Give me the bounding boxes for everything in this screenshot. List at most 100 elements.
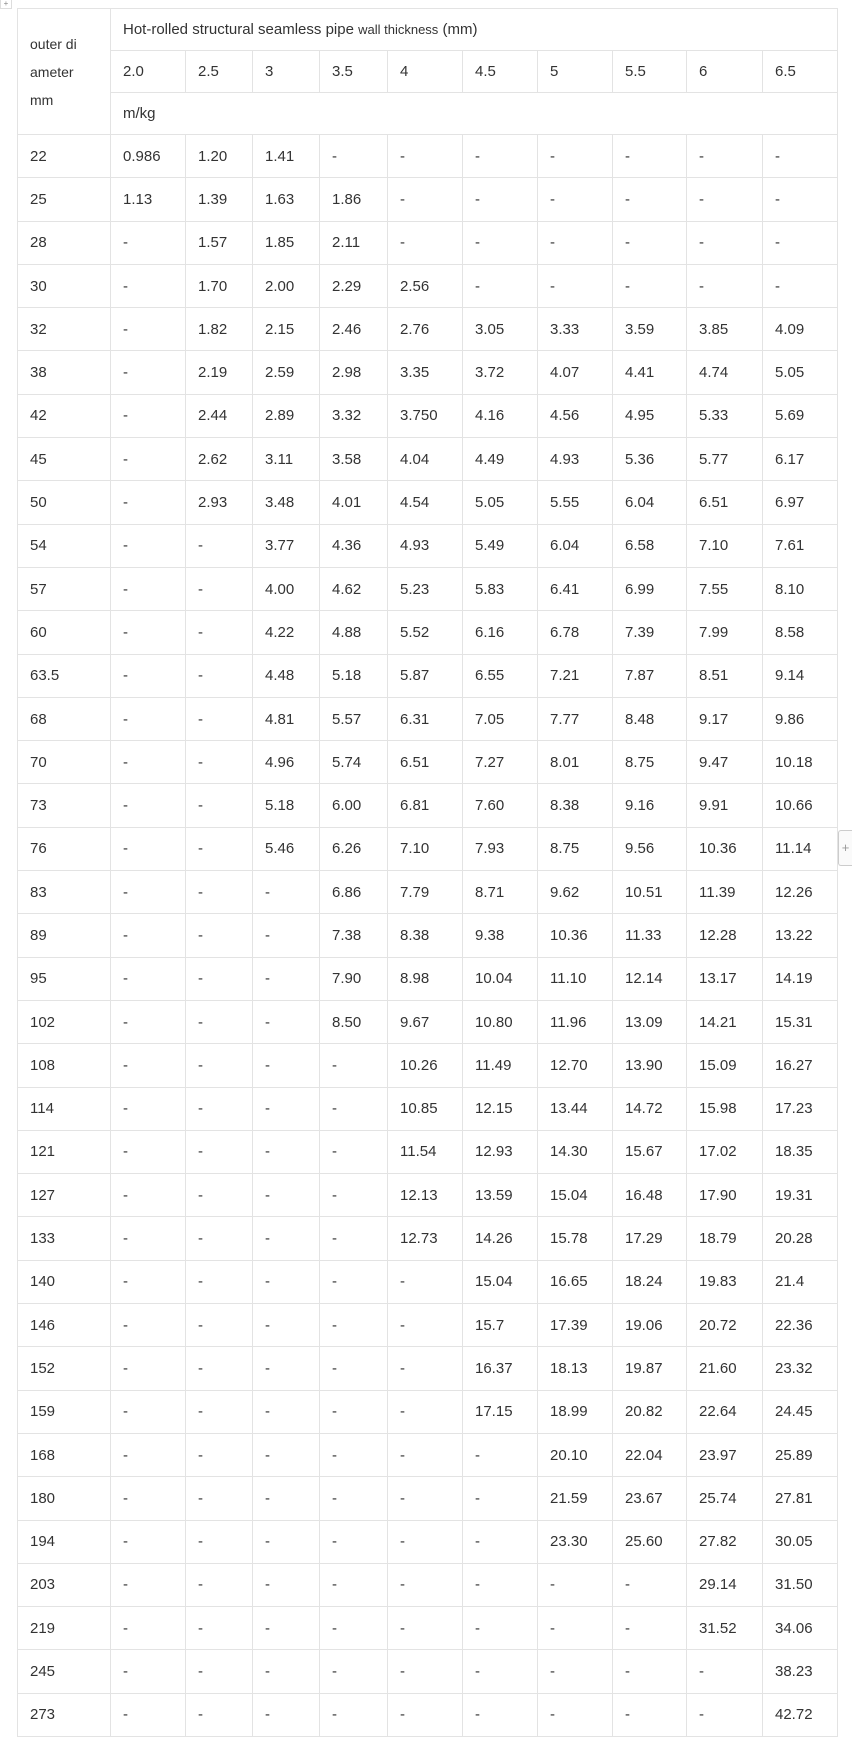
weight-cell: -: [612, 263, 687, 309]
weight-cell: -: [462, 1606, 538, 1651]
weight-cell: 3.48: [252, 480, 320, 525]
weight-cell: 6.41: [537, 566, 613, 612]
weight-cell: 8.71: [462, 870, 538, 915]
weight-cell: -: [185, 826, 253, 872]
weight-cell: 7.79: [387, 870, 463, 915]
weight-cell: 15.98: [686, 1086, 763, 1131]
weight-cell: 6.51: [686, 480, 763, 525]
diameter-cell: 68: [17, 696, 111, 742]
weight-cell: -: [110, 263, 186, 309]
weight-cell: 4.16: [462, 393, 538, 439]
weight-cell: -: [110, 999, 186, 1045]
weight-cell: -: [185, 1086, 253, 1131]
diameter-cell: 42: [17, 393, 111, 439]
weight-cell: -: [319, 1173, 388, 1218]
weight-cell: -: [110, 480, 186, 525]
weight-cell: 10.85: [387, 1086, 463, 1131]
weight-cell: 6.78: [537, 610, 613, 655]
table-row: 83- - -6.86 7.79 8.71 9.62 10.51 11.39 12.26: [17, 870, 839, 915]
diameter-cell: 146: [17, 1303, 111, 1348]
weight-cell: -: [252, 1216, 320, 1261]
weight-cell: -: [537, 220, 613, 265]
weight-cell: 9.67: [387, 999, 463, 1045]
weight-cell: 2.89: [252, 393, 320, 439]
weight-cell: 17.23: [761, 1086, 839, 1131]
weight-cell: -: [110, 1692, 186, 1737]
table-row: 273- - - - - - - - -42.72: [17, 1692, 839, 1737]
weight-cell: 2.98: [319, 350, 388, 395]
weight-cell: -: [537, 263, 613, 309]
weight-cell: -: [462, 1519, 538, 1564]
weight-cell: -: [319, 1346, 388, 1391]
weight-cell: -: [185, 1476, 253, 1521]
weight-cell: 5.18: [252, 783, 320, 828]
weight-cell: -: [185, 999, 253, 1045]
weight-cell: 31.52: [686, 1606, 763, 1651]
diameter-cell: 89: [17, 913, 111, 958]
table-row: 146- - - - -15.7 17.39 19.06 20.72 22.36: [17, 1303, 839, 1348]
weight-cell: -: [319, 133, 388, 179]
weight-cell: 15.7: [462, 1303, 538, 1348]
weight-cell: 11.10: [537, 956, 613, 1001]
weight-cell: 4.09: [761, 307, 839, 352]
weight-cell: -: [686, 1649, 763, 1694]
weight-cell: 16.37: [462, 1346, 538, 1391]
weight-cell: 1.63: [252, 177, 320, 222]
weight-cell: 15.04: [537, 1173, 613, 1218]
weight-cell: 6.97: [761, 480, 839, 525]
weight-cell: -: [110, 523, 186, 568]
table-row: 114- - - -10.85 12.15 13.44 14.72 15.98 17.23: [17, 1086, 839, 1131]
weight-cell: -: [252, 999, 320, 1045]
weight-cell: 14.19: [761, 956, 839, 1001]
weight-cell: -: [319, 1389, 388, 1434]
diameter-label-line: mm: [30, 91, 54, 108]
weight-cell: 18.79: [686, 1216, 763, 1261]
weight-cell: 17.02: [686, 1129, 763, 1175]
diameter-cell: 83: [17, 870, 111, 915]
weight-cell: -: [110, 783, 186, 828]
weight-cell: -: [110, 1519, 186, 1564]
weight-cell: -: [612, 1649, 687, 1694]
weight-cell: -: [252, 1043, 320, 1088]
weight-cell: -: [185, 1216, 253, 1261]
weight-cell: 9.91: [686, 783, 763, 828]
table-move-handle-icon[interactable]: +: [0, 0, 12, 9]
weight-cell: 7.27: [462, 740, 538, 785]
add-column-button[interactable]: +: [838, 830, 852, 866]
weight-cell: -: [185, 956, 253, 1001]
weight-cell: 3.05: [462, 307, 538, 352]
weight-cell: 4.01: [319, 480, 388, 525]
weight-cell: 23.30: [537, 1519, 613, 1564]
title-small: wall thickness: [358, 22, 439, 37]
weight-cell: 9.38: [462, 913, 538, 958]
table-row: 25 1.13 1.39 1.63 1.86- - - - - -: [17, 177, 839, 222]
weight-cell: -: [110, 1432, 186, 1478]
diameter-cell: 219: [17, 1606, 111, 1651]
weight-cell: 5.23: [387, 566, 463, 612]
weight-cell: 31.50: [761, 1562, 839, 1608]
weight-cell: -: [110, 437, 186, 482]
weight-cell: -: [252, 1519, 320, 1564]
weight-cell: -: [110, 393, 186, 439]
weight-cell: -: [387, 1259, 463, 1305]
weight-cell: 3.32: [319, 393, 388, 439]
weight-cell: 4.49: [462, 437, 538, 482]
weight-cell: 4.48: [252, 653, 320, 698]
weight-cell: -: [185, 1346, 253, 1391]
weight-cell: 19.87: [612, 1346, 687, 1391]
diameter-label-line: outer di: [30, 35, 77, 52]
weight-cell: 4.88: [319, 610, 388, 655]
weight-cell: 21.4: [761, 1259, 839, 1305]
table-row: 102- - -8.50 9.67 10.80 11.96 13.09 14.21 15.31: [17, 999, 839, 1045]
weight-cell: -: [319, 1562, 388, 1608]
weight-cell: -: [110, 1086, 186, 1131]
weight-cell: 4.56: [537, 393, 613, 439]
weight-cell: 2.56: [387, 263, 463, 309]
weight-cell: 1.20: [185, 133, 253, 179]
weight-cell: 8.48: [612, 696, 687, 742]
diameter-cell: 73: [17, 783, 111, 828]
weight-cell: 11.33: [612, 913, 687, 958]
weight-cell: 6.55: [462, 653, 538, 698]
weight-cell: 2.19: [185, 350, 253, 395]
weight-cell: -: [387, 1389, 463, 1434]
